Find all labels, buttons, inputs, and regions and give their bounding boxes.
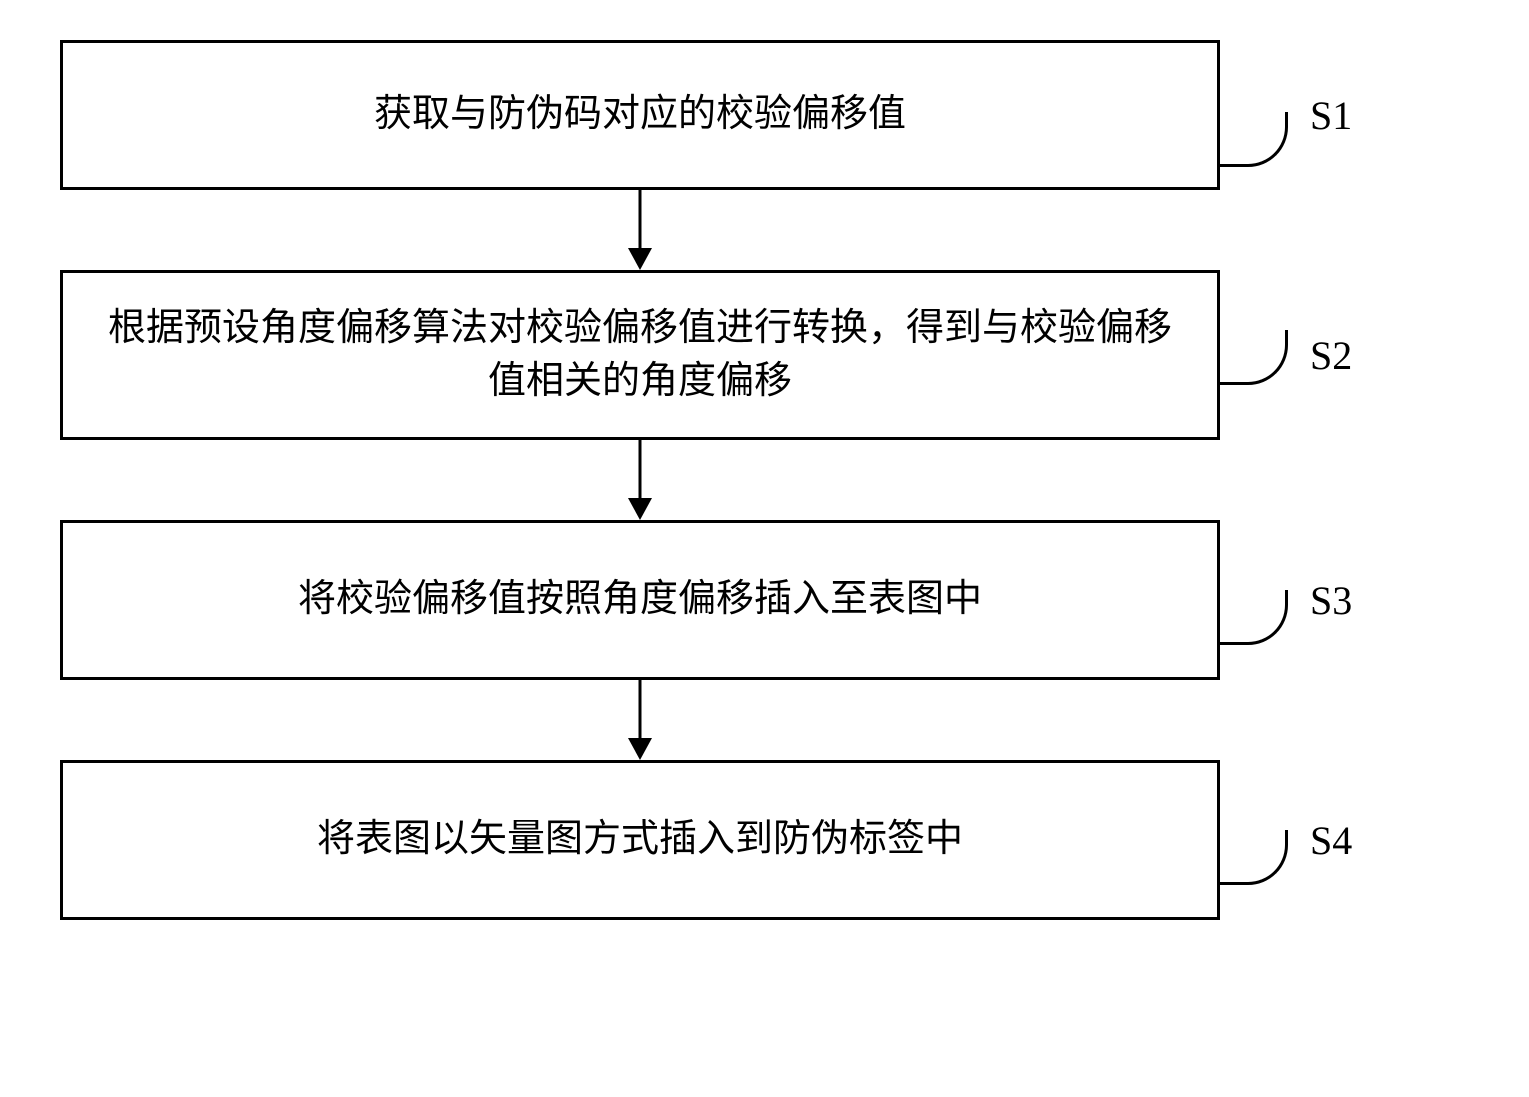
step-text: 将校验偏移值按照角度偏移插入至表图中 bbox=[298, 573, 982, 626]
flowchart-container: 获取与防伪码对应的校验偏移值 S1 根据预设角度偏移算法对校验偏移值进行转换，得… bbox=[60, 40, 1360, 920]
step-box-s4: 将表图以矢量图方式插入到防伪标签中 bbox=[60, 760, 1220, 920]
arrow-wrap bbox=[60, 680, 1220, 760]
step-text: 获取与防伪码对应的校验偏移值 bbox=[374, 88, 906, 141]
arrow-wrap bbox=[60, 190, 1220, 270]
step-row-s3: 将校验偏移值按照角度偏移插入至表图中 S3 bbox=[60, 520, 1360, 680]
label-connector bbox=[1218, 590, 1288, 645]
label-connector bbox=[1218, 830, 1288, 885]
step-box-s3: 将校验偏移值按照角度偏移插入至表图中 bbox=[60, 520, 1220, 680]
step-label-s1: S1 bbox=[1310, 92, 1352, 139]
label-connector bbox=[1218, 330, 1288, 385]
arrow-wrap bbox=[60, 440, 1220, 520]
step-label-s2: S2 bbox=[1310, 332, 1352, 379]
step-box-s2: 根据预设角度偏移算法对校验偏移值进行转换，得到与校验偏移值相关的角度偏移 bbox=[60, 270, 1220, 440]
step-text: 将表图以矢量图方式插入到防伪标签中 bbox=[317, 813, 963, 866]
step-row-s2: 根据预设角度偏移算法对校验偏移值进行转换，得到与校验偏移值相关的角度偏移 S2 bbox=[60, 270, 1360, 440]
step-box-s1: 获取与防伪码对应的校验偏移值 bbox=[60, 40, 1220, 190]
label-connector bbox=[1218, 112, 1288, 167]
step-label-s3: S3 bbox=[1310, 577, 1352, 624]
arrow-down-icon bbox=[620, 440, 660, 520]
arrow-down-icon bbox=[620, 680, 660, 760]
step-text: 根据预设角度偏移算法对校验偏移值进行转换，得到与校验偏移值相关的角度偏移 bbox=[103, 302, 1177, 408]
step-row-s4: 将表图以矢量图方式插入到防伪标签中 S4 bbox=[60, 760, 1360, 920]
step-row-s1: 获取与防伪码对应的校验偏移值 S1 bbox=[60, 40, 1360, 190]
step-label-s4: S4 bbox=[1310, 817, 1352, 864]
arrow-down-icon bbox=[620, 190, 660, 270]
